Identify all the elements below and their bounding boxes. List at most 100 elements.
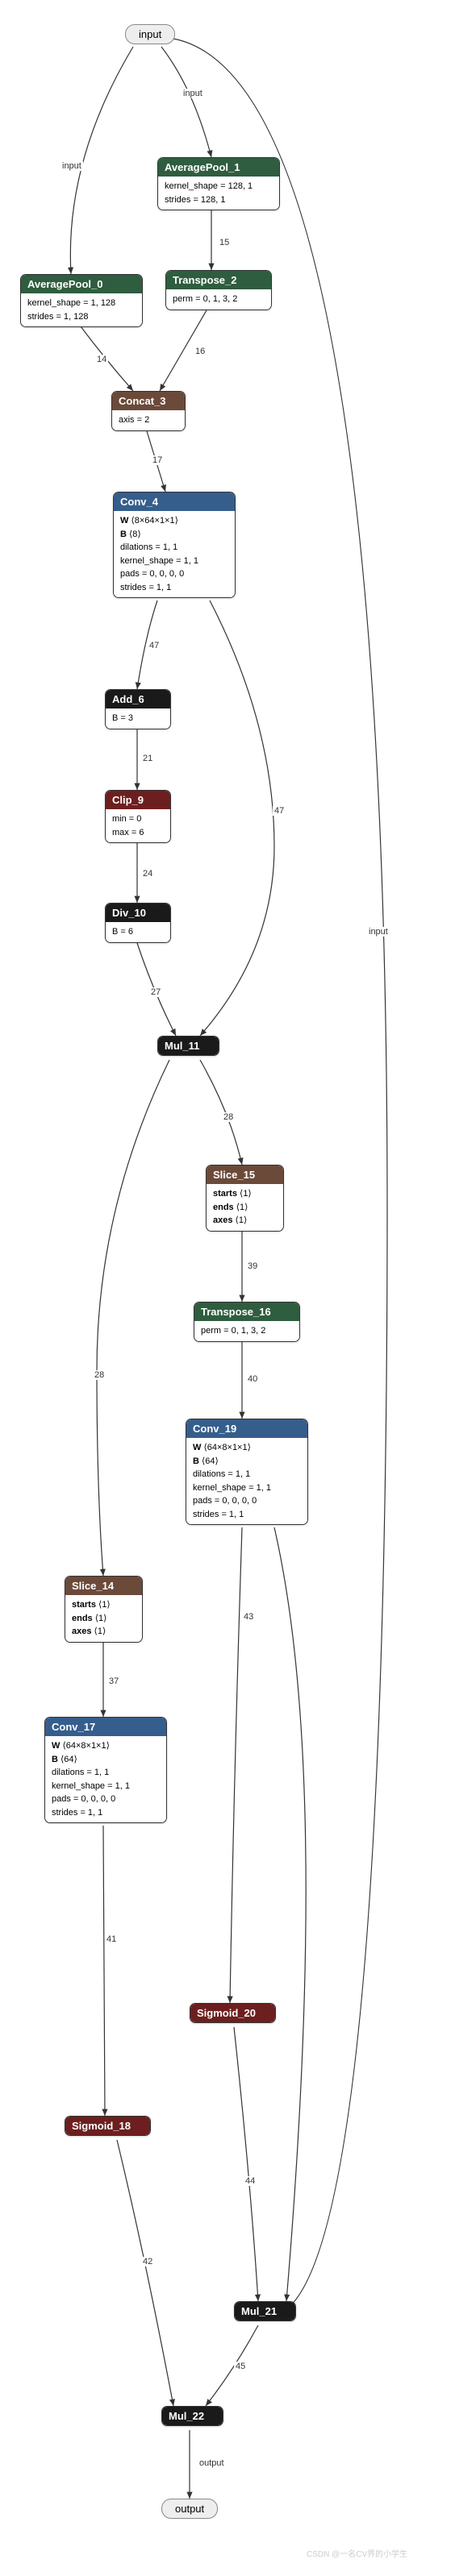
node-body: W ⟨8×64×1×1⟩ B ⟨8⟩ dilations = 1, 1 kern… — [114, 511, 235, 597]
edge-label: 43 — [242, 1612, 255, 1622]
edge-label: 28 — [222, 1112, 235, 1122]
attr-line: B ⟨8⟩ — [120, 528, 228, 542]
node-title: Sigmoid_20 — [190, 2004, 275, 2022]
edge-label: 41 — [105, 1934, 118, 1944]
node-title: Conv_4 — [114, 492, 235, 511]
node-title: AveragePool_1 — [158, 158, 279, 177]
attr-line: pads = 0, 0, 0, 0 — [120, 567, 228, 581]
attr-line: starts ⟨1⟩ — [72, 1598, 136, 1612]
node-body: min = 0 max = 6 — [106, 809, 170, 842]
attr-line: axes ⟨1⟩ — [72, 1625, 136, 1639]
output-label: output — [175, 2503, 204, 2515]
attr-line: W ⟨8×64×1×1⟩ — [120, 514, 228, 528]
edge-label: 14 — [95, 355, 108, 364]
node-clip-9: Clip_9 min = 0 max = 6 — [105, 790, 171, 843]
edge-label: 44 — [244, 2176, 257, 2186]
attr-line: strides = 1, 1 — [193, 1508, 301, 1522]
node-body: W ⟨64×8×1×1⟩ B ⟨64⟩ dilations = 1, 1 ker… — [45, 1736, 166, 1822]
node-mul-21: Mul_21 — [234, 2301, 296, 2321]
node-body: perm = 0, 1, 3, 2 — [166, 289, 271, 310]
attr-line: kernel_shape = 1, 1 — [120, 555, 228, 568]
attr-line: perm = 0, 1, 3, 2 — [201, 1324, 293, 1338]
attr-line: starts ⟨1⟩ — [213, 1187, 277, 1201]
attr-line: B = 6 — [112, 925, 164, 939]
attr-line: axes ⟨1⟩ — [213, 1214, 277, 1228]
node-conv-4: Conv_4 W ⟨8×64×1×1⟩ B ⟨8⟩ dilations = 1,… — [113, 492, 236, 598]
node-conv-19: Conv_19 W ⟨64×8×1×1⟩ B ⟨64⟩ dilations = … — [186, 1419, 308, 1525]
edge-label: 37 — [107, 1676, 120, 1686]
attr-line: dilations = 1, 1 — [52, 1766, 160, 1780]
node-body: axis = 2 — [112, 410, 185, 430]
edge-label: 45 — [234, 2362, 247, 2371]
node-mul-11: Mul_11 — [157, 1036, 219, 1056]
node-title: Conv_19 — [186, 1419, 307, 1438]
attr-line: min = 0 — [112, 812, 164, 826]
node-body: W ⟨64×8×1×1⟩ B ⟨64⟩ dilations = 1, 1 ker… — [186, 1438, 307, 1524]
input-label: input — [139, 28, 161, 40]
output-node: output — [161, 2499, 218, 2519]
edge-label: 17 — [151, 455, 164, 465]
node-body: starts ⟨1⟩ ends ⟨1⟩ axes ⟨1⟩ — [207, 1184, 283, 1231]
input-node: input — [125, 24, 175, 44]
attr-line: strides = 1, 1 — [120, 581, 228, 595]
node-conv-17: Conv_17 W ⟨64×8×1×1⟩ B ⟨64⟩ dilations = … — [44, 1717, 167, 1823]
node-averagepool-1: AveragePool_1 kernel_shape = 128, 1 stri… — [157, 157, 280, 210]
node-sigmoid-18: Sigmoid_18 — [65, 2116, 151, 2136]
edge-label: 21 — [141, 754, 154, 763]
node-body: B = 6 — [106, 922, 170, 942]
attr-line: perm = 0, 1, 3, 2 — [173, 293, 265, 306]
attr-line: dilations = 1, 1 — [193, 1468, 301, 1481]
attr-line: B ⟨64⟩ — [52, 1753, 160, 1767]
node-title: AveragePool_0 — [21, 275, 142, 293]
node-div-10: Div_10 B = 6 — [105, 903, 171, 943]
node-title: Slice_14 — [65, 1577, 142, 1595]
edge-label: input — [61, 161, 83, 171]
attr-line: kernel_shape = 1, 1 — [52, 1780, 160, 1793]
node-title: Clip_9 — [106, 791, 170, 809]
edge-label: input — [182, 89, 204, 98]
edge-label: 16 — [194, 347, 207, 356]
attr-line: pads = 0, 0, 0, 0 — [193, 1494, 301, 1508]
attr-line: kernel_shape = 128, 1 — [165, 180, 273, 193]
edge-label: 47 — [148, 641, 161, 650]
attr-line: ends ⟨1⟩ — [72, 1612, 136, 1626]
attr-line: strides = 1, 128 — [27, 310, 136, 324]
edges-layer — [0, 0, 455, 2576]
edge-label: output — [198, 2458, 226, 2468]
node-slice-15: Slice_15 starts ⟨1⟩ ends ⟨1⟩ axes ⟨1⟩ — [206, 1165, 284, 1232]
edge-label: 24 — [141, 869, 154, 879]
node-title: Div_10 — [106, 904, 170, 922]
node-mul-22: Mul_22 — [161, 2406, 223, 2426]
attr-line: pads = 0, 0, 0, 0 — [52, 1793, 160, 1806]
watermark: CSDN @一名CV界的小学生 — [307, 2547, 407, 2559]
attr-line: max = 6 — [112, 826, 164, 840]
node-title: Slice_15 — [207, 1165, 283, 1184]
node-title: Mul_21 — [235, 2302, 295, 2320]
attr-line: strides = 128, 1 — [165, 193, 273, 207]
node-averagepool-0: AveragePool_0 kernel_shape = 1, 128 stri… — [20, 274, 143, 327]
node-title: Transpose_2 — [166, 271, 271, 289]
edge-label: 47 — [273, 806, 286, 816]
attr-line: W ⟨64×8×1×1⟩ — [193, 1441, 301, 1455]
node-title: Conv_17 — [45, 1718, 166, 1736]
node-title: Concat_3 — [112, 392, 185, 410]
edge-label: 39 — [246, 1261, 259, 1271]
node-add-6: Add_6 B = 3 — [105, 689, 171, 729]
node-transpose-16: Transpose_16 perm = 0, 1, 3, 2 — [194, 1302, 300, 1342]
edge-label: 42 — [141, 2257, 154, 2266]
node-title: Transpose_16 — [194, 1303, 299, 1321]
node-title: Mul_11 — [158, 1037, 219, 1055]
node-body: B = 3 — [106, 708, 170, 729]
attr-line: ends ⟨1⟩ — [213, 1201, 277, 1215]
node-body: kernel_shape = 1, 128 strides = 1, 128 — [21, 293, 142, 326]
attr-line: kernel_shape = 1, 128 — [27, 297, 136, 310]
edge-label: 40 — [246, 1374, 259, 1384]
attr-line: W ⟨64×8×1×1⟩ — [52, 1739, 160, 1753]
node-concat-3: Concat_3 axis = 2 — [111, 391, 186, 431]
attr-line: dilations = 1, 1 — [120, 541, 228, 555]
attr-line: axis = 2 — [119, 413, 178, 427]
node-title: Sigmoid_18 — [65, 2117, 150, 2135]
edge-label: 28 — [93, 1370, 106, 1380]
edge-label: 15 — [218, 238, 231, 247]
attr-line: strides = 1, 1 — [52, 1806, 160, 1820]
